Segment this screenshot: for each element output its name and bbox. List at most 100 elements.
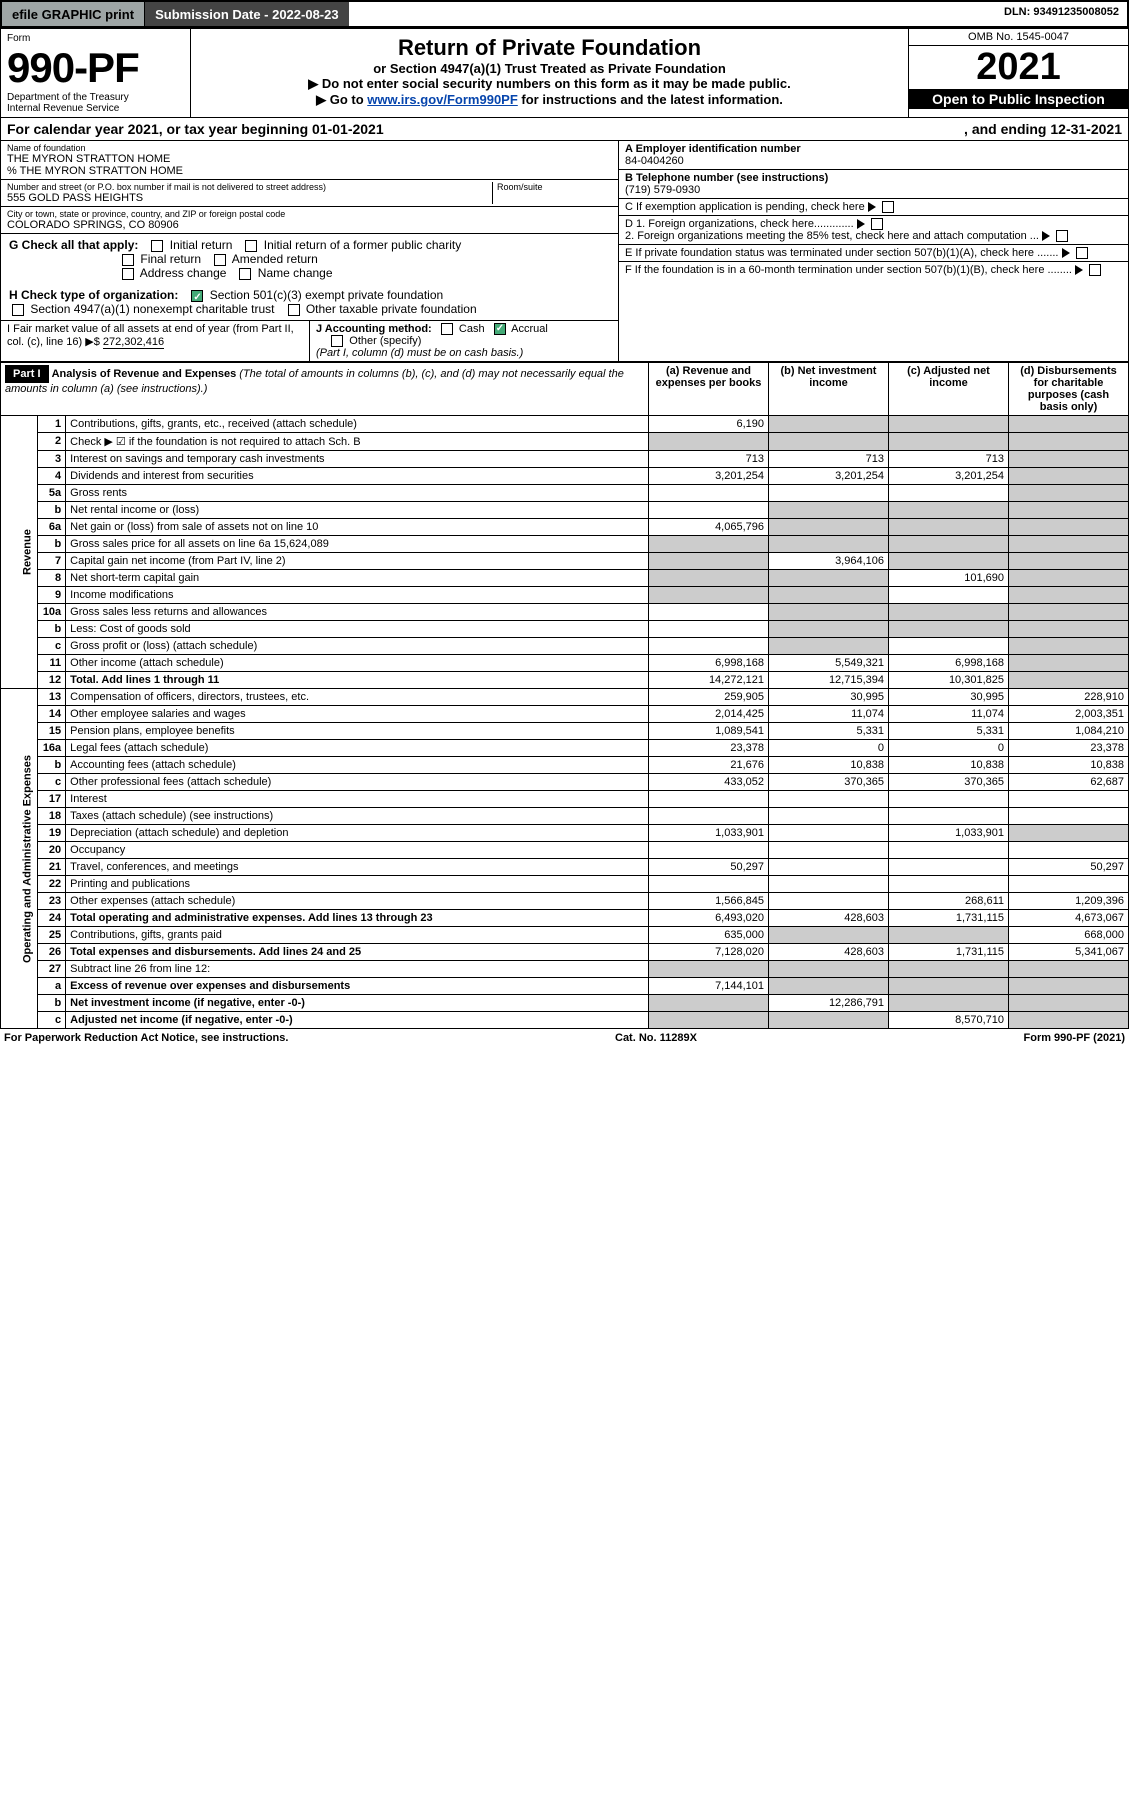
- tax-year: 2021: [909, 46, 1128, 89]
- amount-cell: [649, 502, 769, 519]
- amount-cell: 50,297: [649, 859, 769, 876]
- h-o3: Other taxable private foundation: [306, 302, 477, 316]
- cal-end: , and ending 12-31-2021: [964, 121, 1122, 137]
- amount-cell: 0: [889, 740, 1009, 757]
- amount-cell: [889, 433, 1009, 451]
- cb-501c3[interactable]: [191, 290, 203, 302]
- cb-f[interactable]: [1089, 264, 1101, 276]
- efile-print-button[interactable]: efile GRAPHIC print: [2, 2, 145, 26]
- goto-link[interactable]: www.irs.gov/Form990PF: [367, 92, 518, 107]
- form-label: Form: [7, 33, 30, 44]
- amount-cell: [889, 553, 1009, 570]
- col-a-header: (a) Revenue and expenses per books: [656, 365, 762, 389]
- amount-cell: [1009, 570, 1129, 587]
- amount-cell: [1009, 502, 1129, 519]
- cb-4947[interactable]: [12, 304, 24, 316]
- line-description: Income modifications: [66, 587, 649, 604]
- line-number: c: [38, 774, 66, 791]
- footer-left: For Paperwork Reduction Act Notice, see …: [4, 1032, 288, 1044]
- cb-initial-former[interactable]: [245, 240, 257, 252]
- amount-cell: [1009, 808, 1129, 825]
- amount-cell: 0: [769, 740, 889, 757]
- amount-cell: [649, 808, 769, 825]
- line-description: Gross sales less returns and allowances: [66, 604, 649, 621]
- cb-amended[interactable]: [214, 254, 226, 266]
- line-number: 6a: [38, 519, 66, 536]
- cb-address-change[interactable]: [122, 268, 134, 280]
- part1-label: Part I: [5, 365, 49, 383]
- amount-cell: [769, 927, 889, 944]
- amount-cell: [649, 536, 769, 553]
- amount-cell: 10,838: [889, 757, 1009, 774]
- amount-cell: 428,603: [769, 944, 889, 961]
- amount-cell: [649, 995, 769, 1012]
- amount-cell: 8,570,710: [889, 1012, 1009, 1029]
- line-description: Less: Cost of goods sold: [66, 621, 649, 638]
- amount-cell: [889, 502, 1009, 519]
- amount-cell: [1009, 825, 1129, 842]
- line-number: 3: [38, 451, 66, 468]
- amount-cell: [769, 825, 889, 842]
- amount-cell: [649, 842, 769, 859]
- cb-c[interactable]: [882, 201, 894, 213]
- j-label: J Accounting method:: [316, 323, 432, 335]
- amount-cell: 3,964,106: [769, 553, 889, 570]
- amount-cell: 2,003,351: [1009, 706, 1129, 723]
- amount-cell: [649, 791, 769, 808]
- line-description: Other employee salaries and wages: [66, 706, 649, 723]
- amount-cell: [1009, 978, 1129, 995]
- cb-accrual[interactable]: [494, 323, 506, 335]
- arrow-icon: [1062, 248, 1070, 258]
- amount-cell: 7,144,101: [649, 978, 769, 995]
- cb-d1[interactable]: [871, 218, 883, 230]
- cb-name-change[interactable]: [239, 268, 251, 280]
- amount-cell: [649, 485, 769, 502]
- amount-cell: [1009, 672, 1129, 689]
- cb-cash[interactable]: [441, 323, 453, 335]
- line-description: Legal fees (attach schedule): [66, 740, 649, 757]
- amount-cell: 3,201,254: [769, 468, 889, 485]
- cb-d2[interactable]: [1056, 230, 1068, 242]
- amount-cell: 428,603: [769, 910, 889, 927]
- amount-cell: 1,566,845: [649, 893, 769, 910]
- amount-cell: [889, 995, 1009, 1012]
- b-label: B Telephone number (see instructions): [625, 172, 828, 184]
- amount-cell: [1009, 638, 1129, 655]
- line-number: 19: [38, 825, 66, 842]
- line-description: Dividends and interest from securities: [66, 468, 649, 485]
- cb-other-method[interactable]: [331, 335, 343, 347]
- line-number: 23: [38, 893, 66, 910]
- amount-cell: [649, 433, 769, 451]
- line-description: Check ▶ ☑ if the foundation is not requi…: [66, 433, 649, 451]
- amount-cell: 21,676: [649, 757, 769, 774]
- line-description: Excess of revenue over expenses and disb…: [66, 978, 649, 995]
- cb-initial-return[interactable]: [151, 240, 163, 252]
- cb-other-tax[interactable]: [288, 304, 300, 316]
- irs-label: Internal Revenue Service: [7, 103, 184, 114]
- line-description: Interest: [66, 791, 649, 808]
- dln: DLN: 93491235008052: [996, 2, 1127, 26]
- amount-cell: [769, 433, 889, 451]
- amount-cell: [649, 1012, 769, 1029]
- dept-label: Department of the Treasury: [7, 92, 184, 103]
- goto-post: for instructions and the latest informat…: [518, 92, 783, 107]
- amount-cell: [1009, 995, 1129, 1012]
- line-number: 5a: [38, 485, 66, 502]
- line-description: Contributions, gifts, grants paid: [66, 927, 649, 944]
- line-description: Depreciation (attach schedule) and deple…: [66, 825, 649, 842]
- amount-cell: 10,301,825: [889, 672, 1009, 689]
- g-o4: Amended return: [232, 252, 318, 266]
- line-number: 17: [38, 791, 66, 808]
- amount-cell: [649, 604, 769, 621]
- line-description: Gross rents: [66, 485, 649, 502]
- footer-right: Form 990-PF (2021): [1024, 1032, 1125, 1044]
- cb-final-return[interactable]: [122, 254, 134, 266]
- line-description: Total expenses and disbursements. Add li…: [66, 944, 649, 961]
- spacer: [349, 2, 996, 26]
- amount-cell: 5,331: [769, 723, 889, 740]
- amount-cell: [889, 927, 1009, 944]
- line-description: Gross sales price for all assets on line…: [66, 536, 649, 553]
- fmv-value: 272,302,416: [103, 336, 164, 349]
- cb-e[interactable]: [1076, 247, 1088, 259]
- arrow-icon: [1075, 265, 1083, 275]
